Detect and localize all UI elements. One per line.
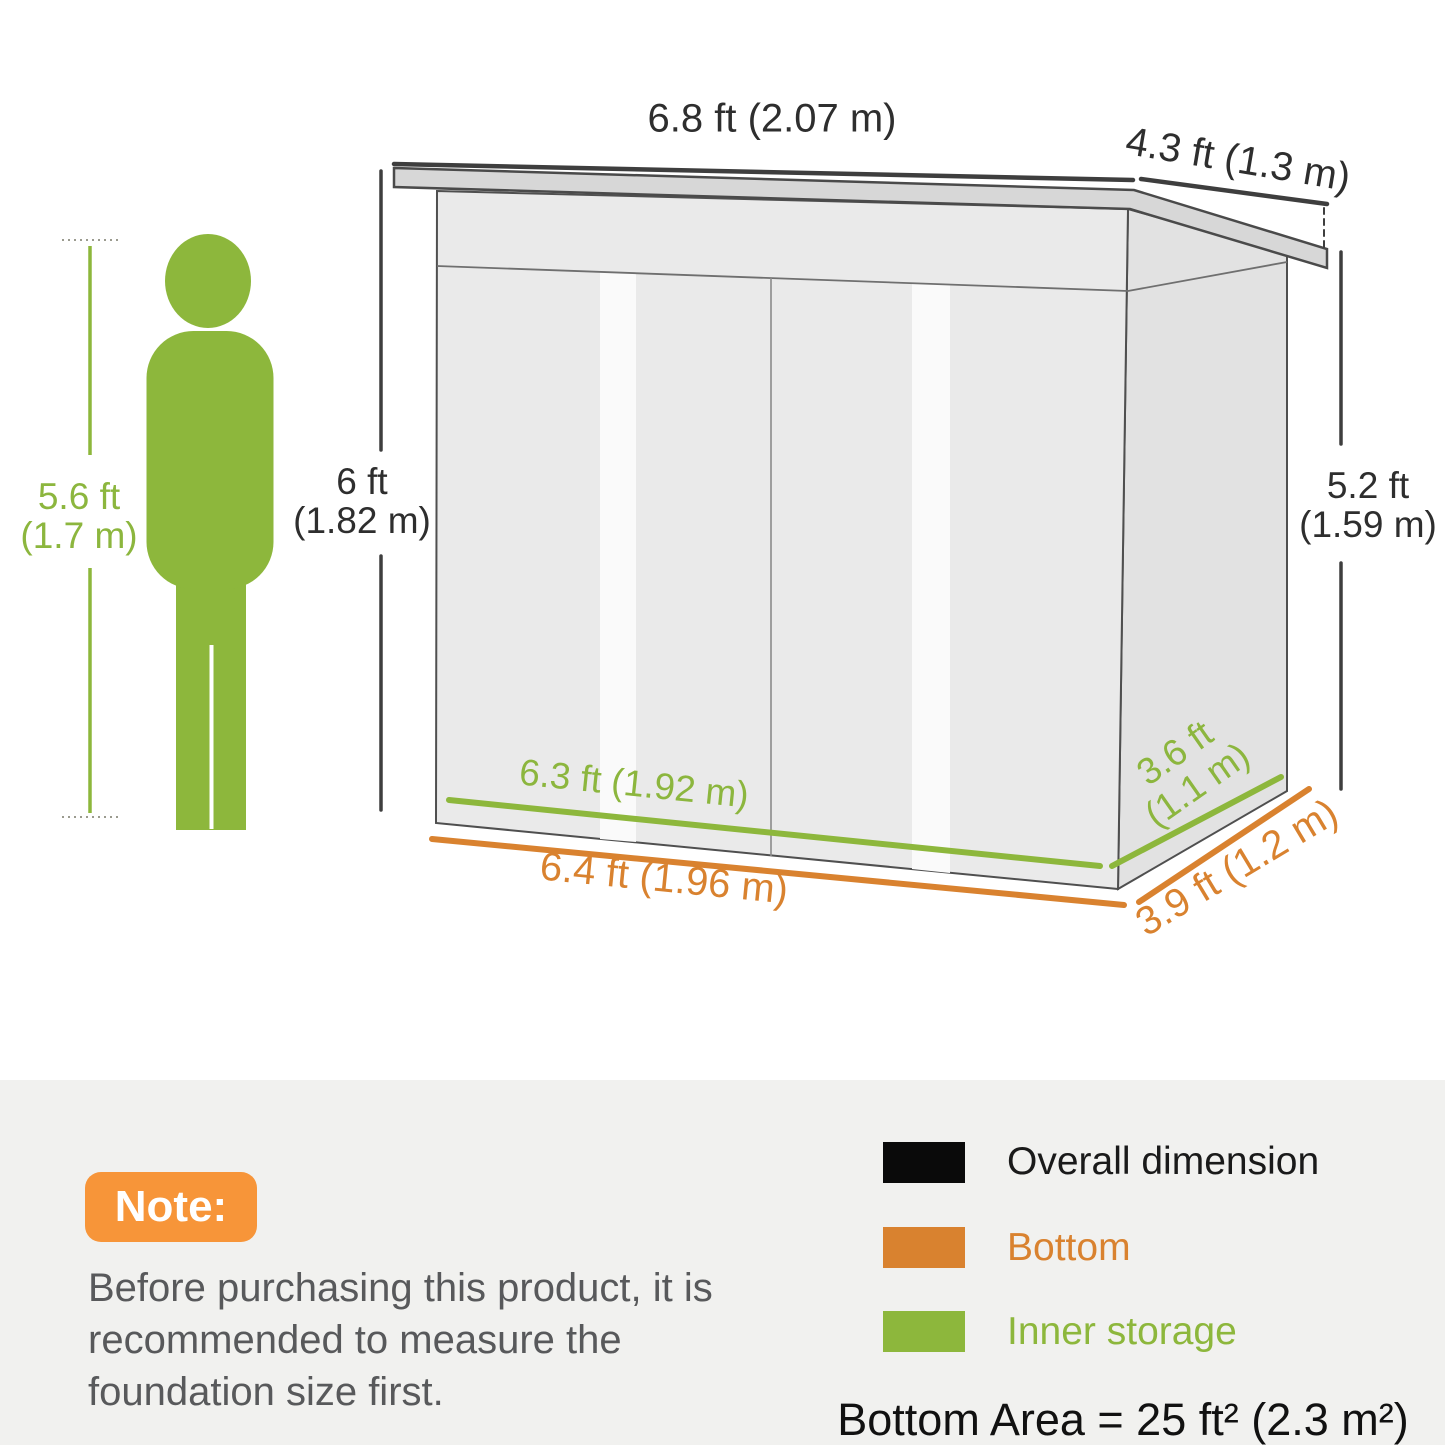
shed-body [392,166,1329,891]
legend-label-bottom: Bottom [1007,1226,1131,1269]
person-height-m: (1.7 m) [20,515,138,556]
note-text: Before purchasing this product, it is re… [88,1266,713,1414]
inner-width-line [446,797,1103,869]
person-height-ft: 5.6 ft [37,475,121,517]
lower-panel [0,1080,1445,1445]
legend-swatch-inner-storage [883,1311,965,1352]
top-width-line [391,161,1136,183]
back-height-m: (1.59 m) [1299,504,1437,545]
person-height-label: 5.6 ft (1.7 m) [20,475,138,556]
legend-label-inner-storage: Inner storage [1007,1310,1237,1353]
legend-swatch-overall-dimension [883,1142,965,1183]
person-silhouette [146,234,274,830]
front-height-m: (1.82 m) [293,500,431,541]
top-depth-line [1138,176,1330,207]
front-height-ft: 6 ft [336,460,388,502]
door-top-line [436,261,1288,292]
front-height-label: 6 ft (1.82 m) [293,460,431,541]
top-width-label: 6.8 ft (2.07 m) [647,96,897,141]
bottom-area-text: Bottom Area = 25 ft² (2.3 m²) [837,1394,1409,1445]
note-badge: Note: [85,1172,257,1242]
legend-label-overall-dimension: Overall dimension [1007,1140,1320,1183]
bottom-lines [429,786,1312,908]
bottom-depth-line [1136,786,1312,905]
shed-roof [392,166,1329,270]
legend-swatch-bottom [883,1227,965,1268]
bottom-width-line [429,836,1127,908]
person-height-measure-line [62,239,122,818]
inner-depth-line [1109,774,1284,869]
door-frame-right [912,283,950,873]
inner-storage-lines [446,774,1284,869]
note-badge-label: Note: [114,1182,228,1231]
door-frame-left [600,272,636,842]
overall-dimension-lines [379,161,1343,812]
back-height-label: 5.2 ft (1.59 m) [1299,464,1437,545]
back-height-ft: 5.2 ft [1326,464,1410,506]
